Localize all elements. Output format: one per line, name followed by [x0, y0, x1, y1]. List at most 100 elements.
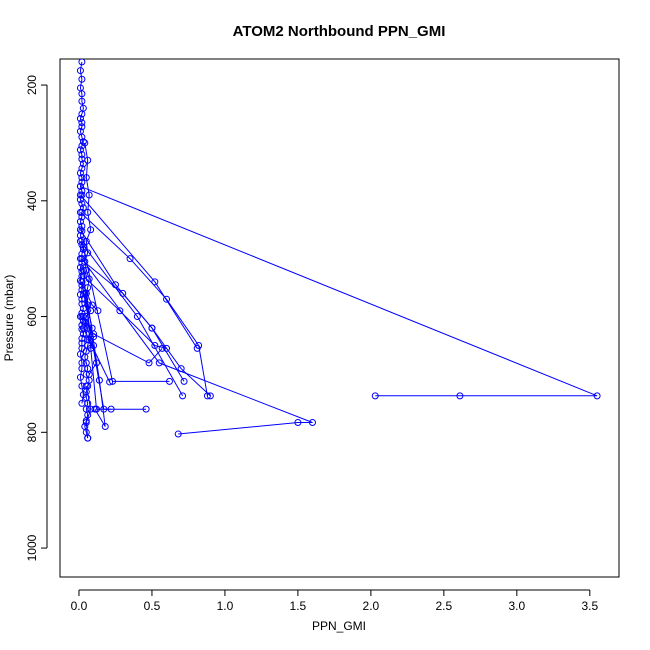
data-point	[81, 289, 89, 297]
data-point	[78, 59, 86, 66]
series-line	[80, 185, 598, 397]
y-tick-label: 800	[25, 422, 39, 442]
x-axis: 0.0 0.5 1.0 1.5 2.0 2.5 3.0 3.5	[71, 589, 598, 613]
series-line	[81, 258, 313, 435]
data-point	[94, 307, 102, 315]
series-line	[85, 385, 92, 439]
data-point	[76, 67, 84, 75]
data-point	[92, 359, 100, 367]
data-point	[78, 110, 86, 118]
data-point	[100, 405, 108, 413]
series-line	[81, 281, 112, 410]
data-point	[174, 430, 182, 438]
data-point	[76, 218, 84, 226]
data-point	[78, 97, 86, 105]
series-group	[76, 59, 601, 442]
y-tick-label: 600	[25, 306, 39, 326]
data-point	[76, 373, 84, 381]
data-point	[593, 392, 601, 400]
data-point	[76, 237, 84, 245]
data-point	[78, 255, 86, 263]
data-point	[78, 187, 86, 195]
data-point	[78, 309, 86, 317]
data-point	[78, 75, 86, 83]
data-point	[133, 313, 141, 321]
data-point	[78, 178, 86, 186]
data-point	[87, 405, 95, 413]
data-point	[193, 344, 201, 352]
x-tick-label: 1.5	[290, 599, 307, 613]
data-point	[79, 160, 87, 168]
data-point	[163, 295, 171, 303]
series-line	[82, 316, 95, 349]
data-point	[101, 423, 109, 431]
data-point	[308, 418, 316, 426]
data-point	[206, 392, 214, 400]
data-point	[82, 266, 90, 274]
x-tick-label: 1.0	[217, 599, 234, 613]
x-axis-label: PPN_GMI	[312, 619, 366, 633]
x-tick-label: 2.0	[363, 599, 380, 613]
x-tick-label: 0.5	[144, 599, 161, 613]
data-point	[165, 377, 173, 385]
data-point	[107, 405, 115, 413]
data-point	[78, 123, 86, 131]
series-layer	[76, 59, 601, 442]
data-point	[76, 146, 84, 154]
data-point	[78, 278, 86, 286]
data-point	[151, 341, 159, 349]
data-point	[76, 182, 84, 190]
data-point	[76, 196, 84, 204]
data-point	[106, 378, 114, 386]
y-axis: 200 400 600 800 1000	[25, 75, 48, 561]
data-point	[84, 156, 92, 164]
data-point	[82, 382, 90, 390]
data-point	[371, 392, 379, 400]
y-tick-label: 1000	[25, 534, 39, 561]
data-point	[163, 344, 171, 352]
data-point	[82, 174, 90, 182]
data-point	[76, 226, 84, 234]
y-tick-label: 400	[25, 190, 39, 210]
chart-title: ATOM2 Northbound PPN_GMI	[233, 23, 446, 40]
data-point	[456, 392, 464, 400]
series-line	[80, 212, 208, 396]
data-point	[78, 164, 86, 172]
data-point	[88, 301, 96, 309]
data-point	[87, 344, 95, 352]
data-point	[79, 313, 87, 321]
data-point	[78, 200, 86, 208]
data-point	[145, 359, 153, 367]
data-point	[116, 307, 124, 315]
data-point	[87, 226, 95, 234]
data-point	[179, 392, 187, 400]
y-tick-label: 200	[25, 75, 39, 95]
data-point	[155, 359, 163, 367]
data-point	[76, 208, 84, 216]
data-point	[76, 115, 84, 123]
data-point	[78, 174, 86, 182]
data-point	[78, 222, 86, 230]
data-point	[79, 138, 87, 146]
data-point	[148, 324, 156, 332]
data-point	[78, 133, 86, 141]
data-point	[180, 377, 188, 385]
data-point	[78, 339, 86, 347]
data-point	[76, 169, 84, 177]
data-point	[78, 227, 86, 235]
data-point	[84, 208, 92, 216]
data-point	[81, 139, 89, 147]
data-point	[79, 324, 87, 332]
data-point	[76, 191, 84, 199]
data-point	[85, 370, 93, 378]
data-point	[79, 243, 87, 251]
data-point	[158, 344, 166, 352]
x-tick-label: 0.0	[71, 599, 88, 613]
data-point	[203, 392, 211, 400]
data-point	[84, 434, 92, 442]
data-point	[90, 333, 98, 341]
data-point	[82, 418, 90, 426]
data-point	[151, 278, 159, 286]
data-point	[126, 255, 134, 263]
